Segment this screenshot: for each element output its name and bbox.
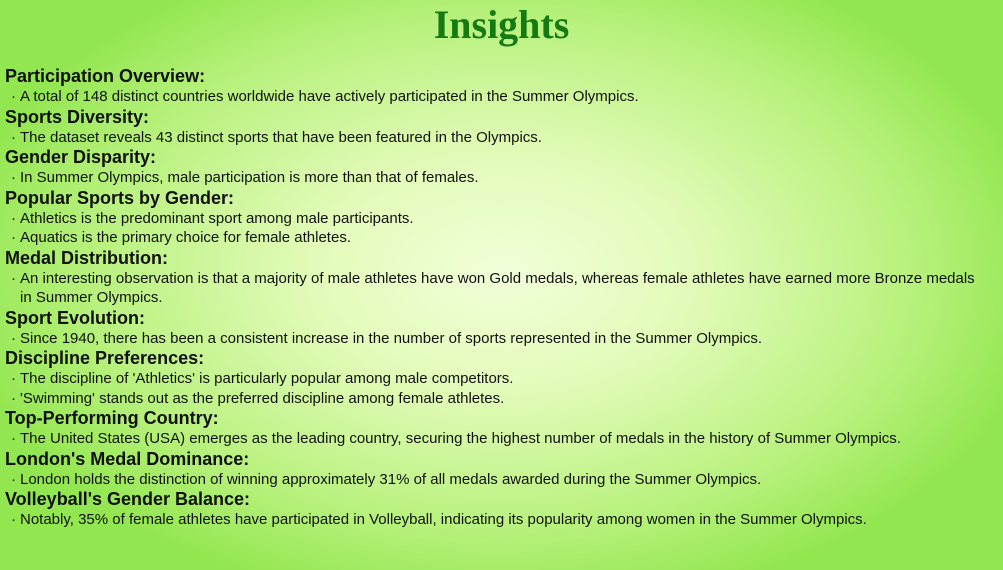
insight-section: Volleyball's Gender Balance: · Notably, 3… [5, 489, 995, 530]
section-heading: Top-Performing Country: [5, 408, 219, 428]
bullet-text: A total of 148 distinct countries worldw… [20, 88, 639, 105]
bullet-dot-icon: · [11, 370, 16, 387]
bullet-item: · Aquatics is the primary choice for fema… [5, 228, 995, 248]
bullet-text: The United States (USA) emerges as the l… [20, 430, 901, 447]
bullet-dot-icon: · [11, 169, 16, 186]
bullet-item: · The dataset reveals 43 distinct sports … [5, 128, 995, 148]
bullet-list: · An interesting observation is that a ma… [5, 269, 995, 308]
bullet-dot-icon: · [11, 128, 16, 146]
bullet-item: · In Summer Olympics, male participation … [5, 168, 995, 188]
bullet-list: · Athletics is the predominant sport amon… [5, 209, 995, 248]
bullet-text: An interesting observation is that a maj… [20, 269, 975, 307]
section-heading: Volleyball's Gender Balance: [5, 489, 251, 509]
bullet-dot-icon: · [11, 229, 16, 246]
bullet-dot-icon: · [11, 470, 16, 488]
bullet-item: · The United States (USA) emerges as the … [5, 429, 995, 449]
bullet-dot-icon: · [11, 329, 16, 347]
insight-section: Sport Evolution: · Since 1940, there has … [5, 308, 995, 349]
bullet-dot-icon: · [11, 269, 16, 287]
bullet-item: · An interesting observation is that a ma… [5, 269, 995, 308]
bullet-item: · Athletics is the predominant sport amon… [5, 209, 995, 229]
bullet-list: · Notably, 35% of female athletes have pa… [5, 510, 995, 530]
bullet-text: Notably, 35% of female athletes have par… [20, 511, 867, 528]
bullet-dot-icon: · [11, 430, 16, 447]
bullet-item: · A total of 148 distinct countries world… [5, 87, 995, 107]
insight-section: Participation Overview: · A total of 148 … [5, 66, 995, 107]
bullet-list: · The discipline of 'Athletics' is partic… [5, 369, 995, 408]
insight-section: Popular Sports by Gender: · Athletics is … [5, 188, 995, 248]
insight-section: Gender Disparity: · In Summer Olympics, m… [5, 147, 995, 188]
section-heading: Participation Overview: [5, 66, 206, 86]
bullet-list: · In Summer Olympics, male participation … [5, 168, 995, 188]
bullet-item: · Notably, 35% of female athletes have pa… [5, 510, 995, 530]
bullet-list: · A total of 148 distinct countries world… [5, 87, 995, 107]
section-heading: Sports Diversity: [5, 106, 150, 127]
bullet-dot-icon: · [11, 511, 16, 528]
bullet-dot-icon: · [11, 209, 16, 227]
page-title: Insights [433, 2, 570, 47]
bullet-list: · The United States (USA) emerges as the … [5, 429, 995, 449]
bullet-text: 'Swimming' stands out as the preferred d… [20, 389, 505, 407]
bullet-text: Since 1940, there has been a consistent … [20, 329, 763, 347]
bullet-item: · London holds the distinction of winning… [5, 470, 995, 490]
bullet-text: The discipline of 'Athletics' is particu… [20, 370, 514, 387]
insight-section: London's Medal Dominance: · London holds … [5, 449, 995, 490]
section-heading: Popular Sports by Gender: [5, 187, 235, 208]
insight-section: Discipline Preferences: · The discipline … [5, 348, 995, 408]
bullet-item: · The discipline of 'Athletics' is partic… [5, 369, 995, 389]
bullet-item: · Since 1940, there has been a consistent… [5, 329, 995, 349]
section-heading: Discipline Preferences: [5, 348, 205, 368]
bullet-text: London holds the distinction of winning … [20, 470, 762, 488]
insight-section: Sports Diversity: · The dataset reveals 4… [5, 107, 995, 148]
section-heading: Sport Evolution: [5, 307, 145, 328]
bullet-text: In Summer Olympics, male participation i… [20, 169, 479, 186]
bullet-text: Athletics is the predominant sport among… [20, 209, 414, 227]
insights-list: Participation Overview: · A total of 148 … [5, 66, 995, 530]
bullet-text: The dataset reveals 43 distinct sports t… [20, 128, 542, 146]
bullet-list: · The dataset reveals 43 distinct sports … [5, 128, 995, 148]
section-heading: Medal Distribution: [5, 247, 168, 268]
bullet-list: · Since 1940, there has been a consistent… [5, 329, 995, 349]
bullet-dot-icon: · [11, 88, 16, 105]
bullet-dot-icon: · [11, 389, 16, 407]
insight-section: Top-Performing Country: · The United Stat… [5, 408, 995, 449]
bullet-list: · London holds the distinction of winning… [5, 470, 995, 490]
section-heading: London's Medal Dominance: [5, 448, 250, 469]
insight-section: Medal Distribution: · An interesting obse… [5, 248, 995, 308]
section-heading: Gender Disparity: [5, 147, 157, 167]
bullet-text: Aquatics is the primary choice for femal… [20, 229, 351, 246]
bullet-item: · 'Swimming' stands out as the preferred … [5, 389, 995, 409]
